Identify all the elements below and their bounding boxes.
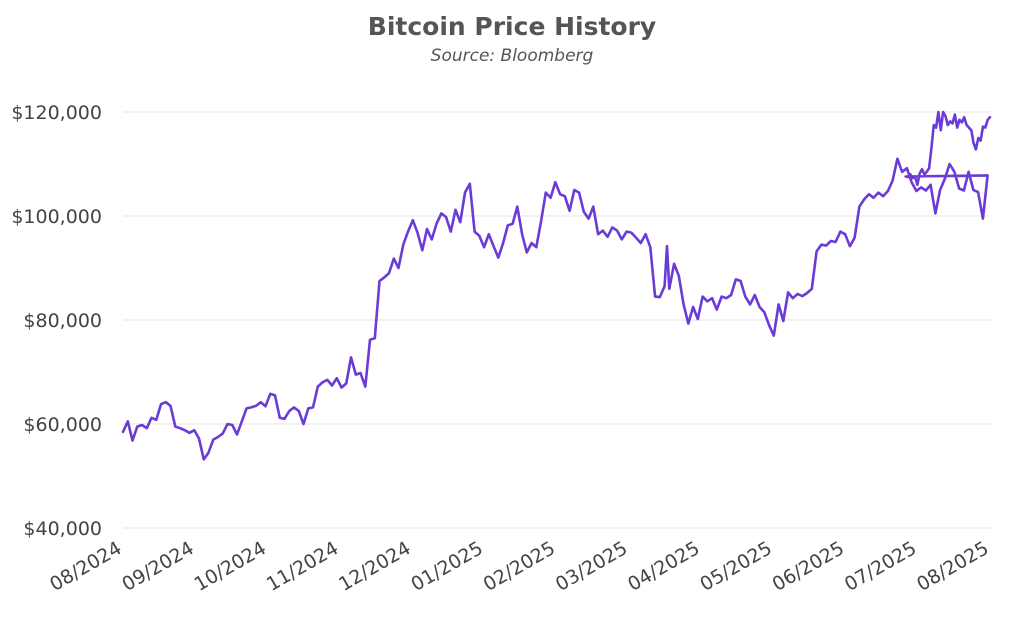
x-tick-label: 10/2024 bbox=[191, 537, 270, 596]
x-tick-label: 09/2024 bbox=[118, 537, 197, 596]
gridlines bbox=[123, 111, 990, 529]
x-tick-label: 08/2025 bbox=[913, 537, 992, 596]
x-tick-label: 06/2025 bbox=[769, 537, 848, 596]
y-tick-label: $100,000 bbox=[11, 206, 102, 228]
x-tick-label: 05/2025 bbox=[696, 537, 775, 596]
chart-subtitle: Source: Bloomberg bbox=[431, 46, 594, 66]
y-axis-ticks: $40,000 $60,000 $80,000 $100,000 $120,000 bbox=[11, 102, 102, 540]
x-tick-label: 03/2025 bbox=[552, 537, 631, 596]
chart-title: Bitcoin Price History bbox=[368, 12, 656, 41]
x-tick-label: 01/2025 bbox=[407, 537, 486, 596]
y-tick-label: $40,000 bbox=[23, 518, 102, 540]
x-tick-label: 02/2025 bbox=[480, 537, 559, 596]
x-axis-ticks: 08/202409/202410/202411/202412/202401/20… bbox=[46, 537, 992, 596]
x-tick-label: 08/2024 bbox=[46, 537, 125, 596]
x-tick-label: 07/2025 bbox=[841, 537, 920, 596]
y-tick-label: $120,000 bbox=[11, 102, 102, 124]
price-series-line bbox=[121, 110, 992, 461]
x-tick-label: 11/2024 bbox=[263, 537, 342, 596]
y-tick-label: $80,000 bbox=[23, 310, 102, 332]
x-tick-label: 04/2025 bbox=[624, 537, 703, 596]
y-tick-label: $60,000 bbox=[23, 414, 102, 436]
x-tick-label: 12/2024 bbox=[335, 537, 414, 596]
